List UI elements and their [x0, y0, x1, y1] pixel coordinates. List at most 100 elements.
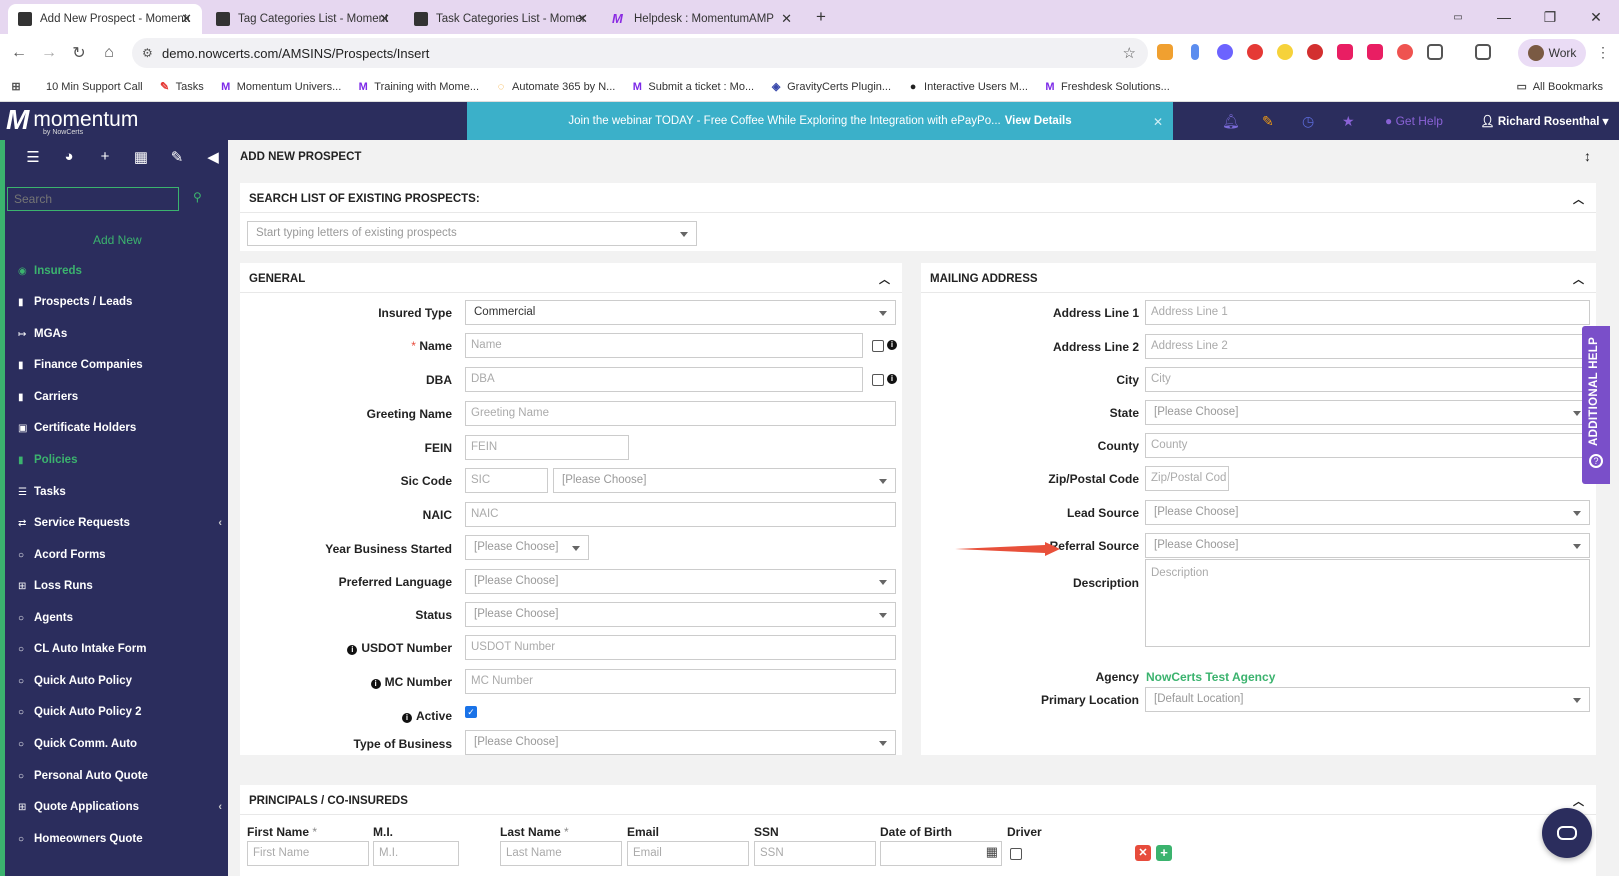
- extensions-puzzle-icon[interactable]: [1427, 44, 1443, 60]
- collapse-chevron-icon[interactable]: ︿: [1573, 796, 1584, 808]
- info-icon[interactable]: i: [887, 374, 897, 384]
- bookmark-item[interactable]: ✎ Tasks: [159, 81, 204, 93]
- type-of-business-select[interactable]: [Please Choose]: [465, 730, 896, 755]
- plus-icon[interactable]: +: [100, 148, 110, 165]
- bookmark-item[interactable]: 10 Min Support Call: [46, 81, 143, 93]
- bookmark-item[interactable]: M Submit a ticket : Mo...: [631, 81, 754, 93]
- all-bookmarks[interactable]: ▭ All Bookmarks: [1516, 81, 1604, 93]
- palette-icon[interactable]: ◕: [64, 148, 74, 165]
- new-tab-button[interactable]: +: [816, 7, 826, 26]
- search-icon[interactable]: ⚲: [193, 190, 202, 204]
- close-banner-icon[interactable]: ✕: [1152, 115, 1163, 129]
- sidebar-item-tasks[interactable]: ☰ Tasks: [18, 486, 228, 498]
- referral-source-select[interactable]: [Please Choose]: [1145, 533, 1590, 558]
- bookmark-item[interactable]: M Freshdesk Solutions...: [1044, 81, 1169, 93]
- insured-type-select[interactable]: Commercial: [465, 300, 896, 325]
- browser-tab-tag-categories[interactable]: Tag Categories List - Momentum ✕: [206, 4, 400, 34]
- active-checkbox[interactable]: ✓: [465, 706, 477, 718]
- back-icon[interactable]: ←: [11, 44, 27, 61]
- site-settings-icon[interactable]: ⚙: [142, 46, 153, 60]
- sidebar-item-certificate-holders[interactable]: ▣ Certificate Holders: [18, 422, 228, 434]
- close-window-icon[interactable]: ✕: [1590, 8, 1602, 25]
- get-help-link[interactable]: ● Get Help: [1385, 114, 1443, 128]
- address-bar[interactable]: ⚙ demo.nowcerts.com/AMSINS/Prospects/Ins…: [132, 38, 1148, 68]
- delete-row-button[interactable]: ✕: [1135, 845, 1151, 861]
- collapse-chevron-icon[interactable]: ︿: [1573, 194, 1584, 206]
- extension-icon[interactable]: [1337, 44, 1353, 60]
- date-of-birth-input[interactable]: ▦: [880, 841, 1002, 866]
- extension-icon[interactable]: [1247, 44, 1263, 60]
- address-line-1-input[interactable]: Address Line 1: [1145, 300, 1590, 325]
- name-input[interactable]: Name: [465, 333, 863, 358]
- sidebar-item-quick-auto-policy-2[interactable]: ○ Quick Auto Policy 2: [18, 706, 228, 718]
- address-line-2-input[interactable]: Address Line 2: [1145, 334, 1590, 359]
- close-tab-icon[interactable]: ✕: [379, 11, 390, 26]
- collapse-chevron-icon[interactable]: ︿: [879, 274, 890, 286]
- magic-wand-icon[interactable]: ✎: [170, 149, 184, 166]
- sidebar-item-insureds[interactable]: ◉ Insureds: [18, 265, 228, 277]
- close-tab-icon[interactable]: ✕: [181, 11, 192, 26]
- driver-checkbox[interactable]: [1010, 848, 1022, 860]
- mi-input[interactable]: M.I.: [373, 841, 459, 866]
- sidebar-item-quote-applications[interactable]: ⊞ Quote Applications ‹: [18, 801, 228, 813]
- browser-tab-add-prospect[interactable]: Add New Prospect - Momentum ✕: [8, 4, 202, 34]
- sic-code-input[interactable]: SIC: [465, 468, 548, 493]
- reading-list-icon[interactable]: [1475, 44, 1491, 60]
- info-icon[interactable]: i: [401, 713, 412, 723]
- more-menu-icon[interactable]: ⋮: [1596, 44, 1610, 60]
- sidebar-item-quick-comm-auto[interactable]: ○ Quick Comm. Auto: [18, 738, 228, 750]
- extension-icon[interactable]: [1217, 44, 1233, 60]
- zip-input[interactable]: Zip/Postal Cod: [1145, 466, 1229, 491]
- browser-tab-helpdesk[interactable]: M Helpdesk : MomentumAMP ✕: [602, 4, 802, 34]
- existing-prospects-search[interactable]: Start typing letters of existing prospec…: [247, 221, 697, 246]
- tab-search-icon[interactable]: ▭: [1453, 11, 1463, 23]
- minimize-icon[interactable]: —: [1497, 9, 1511, 25]
- chat-launcher-button[interactable]: [1542, 808, 1592, 858]
- extension-icon[interactable]: [1277, 44, 1293, 60]
- greeting-name-input[interactable]: Greeting Name: [465, 401, 896, 426]
- extension-icon[interactable]: [1397, 44, 1413, 60]
- dashboard-icon[interactable]: ▦: [133, 149, 149, 166]
- profile-button[interactable]: Work: [1518, 39, 1586, 67]
- bookmark-item[interactable]: M Momentum Univers...: [220, 81, 341, 93]
- year-business-started-select[interactable]: [Please Choose]: [465, 535, 589, 560]
- naic-input[interactable]: NAIC: [465, 502, 896, 527]
- sidebar-item-service-requests[interactable]: ⇄ Service Requests ‹: [18, 517, 228, 529]
- name-checkbox[interactable]: [872, 340, 884, 352]
- bell-icon[interactable]: 🔔︎: [1222, 113, 1240, 129]
- sidebar-item-carriers[interactable]: ▮ Carriers: [18, 391, 228, 403]
- info-icon[interactable]: i: [347, 645, 358, 655]
- bookmark-item[interactable]: M Training with Mome...: [357, 81, 479, 93]
- extension-icon[interactable]: [1307, 44, 1323, 60]
- calendar-icon[interactable]: ▦: [985, 844, 998, 859]
- sidebar-item-loss-runs[interactable]: ⊞ Loss Runs: [18, 580, 228, 592]
- fein-input[interactable]: FEIN: [465, 435, 629, 460]
- add-row-button[interactable]: +: [1156, 845, 1172, 861]
- ssn-input[interactable]: SSN: [754, 841, 876, 866]
- add-new-link[interactable]: Add New: [93, 233, 142, 247]
- restore-icon[interactable]: ❐: [1543, 8, 1557, 25]
- banner-view-details-link[interactable]: View Details: [1004, 115, 1072, 127]
- last-name-input[interactable]: Last Name: [500, 841, 622, 866]
- sidebar-item-homeowners-quote[interactable]: ○ Homeowners Quote: [18, 833, 228, 845]
- reload-icon[interactable]: ↻: [72, 45, 86, 62]
- bookmark-item[interactable]: ◌ Automate 365 by N...: [495, 81, 616, 93]
- primary-location-select[interactable]: [Default Location]: [1145, 687, 1590, 712]
- email-input[interactable]: Email: [627, 841, 749, 866]
- state-select[interactable]: [Please Choose]: [1145, 400, 1590, 425]
- home-icon[interactable]: ⌂: [104, 44, 114, 61]
- clock-icon[interactable]: ◷: [1302, 113, 1315, 129]
- extension-icon[interactable]: [1191, 44, 1199, 60]
- info-icon[interactable]: i: [887, 340, 897, 350]
- sidebar-item-prospects[interactable]: ▮ Prospects / Leads: [18, 296, 228, 308]
- hamburger-menu-icon[interactable]: ☰: [26, 149, 40, 166]
- bookmark-item[interactable]: ● Interactive Users M...: [907, 81, 1028, 93]
- momentum-logo[interactable]: M momentum by NowCerts: [6, 105, 138, 137]
- status-select[interactable]: [Please Choose]: [465, 602, 896, 627]
- apps-grid-icon[interactable]: ⊞: [11, 80, 21, 93]
- expand-vertical-icon[interactable]: ↕: [1584, 148, 1591, 164]
- magic-wand-icon[interactable]: ✎: [1262, 113, 1274, 129]
- sidebar-item-acord-forms[interactable]: ○ Acord Forms: [18, 549, 228, 561]
- dba-checkbox[interactable]: [872, 374, 884, 386]
- bookmark-star-icon[interactable]: ☆: [1122, 45, 1136, 62]
